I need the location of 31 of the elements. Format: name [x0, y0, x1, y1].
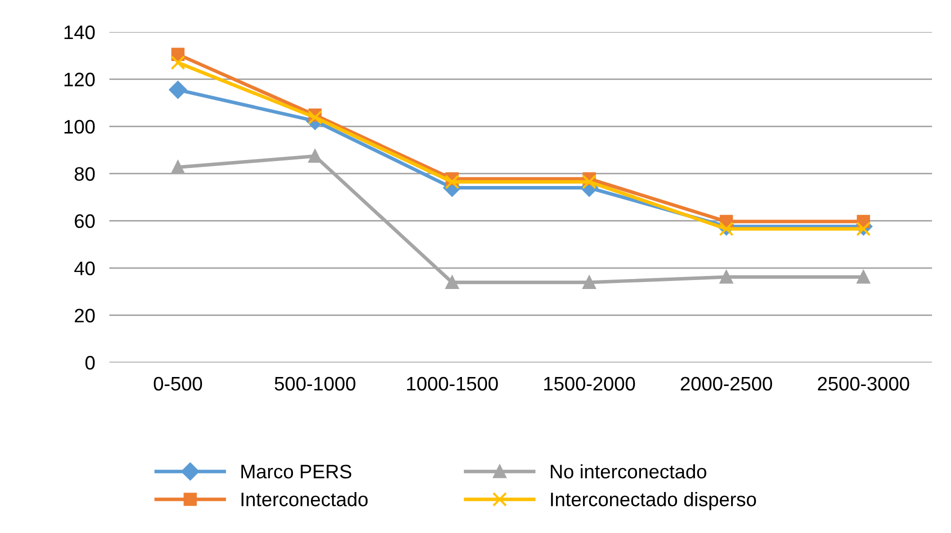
point [444, 174, 460, 190]
y-tick-label: 20 [74, 308, 95, 322]
x-tick-label: 2000-2500 [680, 376, 772, 391]
legend-label: Interconectado [242, 492, 368, 506]
y-tick-label: 120 [64, 72, 95, 86]
x-tick-label: 500-1000 [274, 376, 356, 391]
point [171, 160, 185, 174]
x-tick-label: 2500-3000 [818, 376, 910, 391]
point [308, 150, 322, 163]
legend-label: Interconectado disperso [551, 492, 756, 510]
point [308, 110, 322, 125]
point [170, 55, 186, 70]
legend-label: No interconectado [550, 464, 706, 478]
y-tick-label: 140 [64, 25, 95, 40]
x-tick-label: 1500-2000 [544, 376, 635, 391]
point [720, 270, 733, 284]
point [582, 276, 596, 290]
y-tick-label: 0 [85, 356, 95, 370]
x-tick-label: 0-500 [154, 376, 202, 391]
y-tick-label: 100 [64, 120, 95, 134]
point [719, 222, 734, 236]
y-tick-label: 80 [74, 167, 95, 181]
y-tick-label: 40 [74, 261, 95, 276]
y-tick-label: 60 [74, 214, 95, 228]
point [582, 174, 597, 190]
point [446, 276, 459, 290]
point [856, 270, 870, 284]
point [169, 80, 187, 99]
point [856, 222, 871, 236]
x-tick-label: 1000-1500 [407, 376, 498, 391]
legend-label: Marco PERS [241, 464, 352, 478]
